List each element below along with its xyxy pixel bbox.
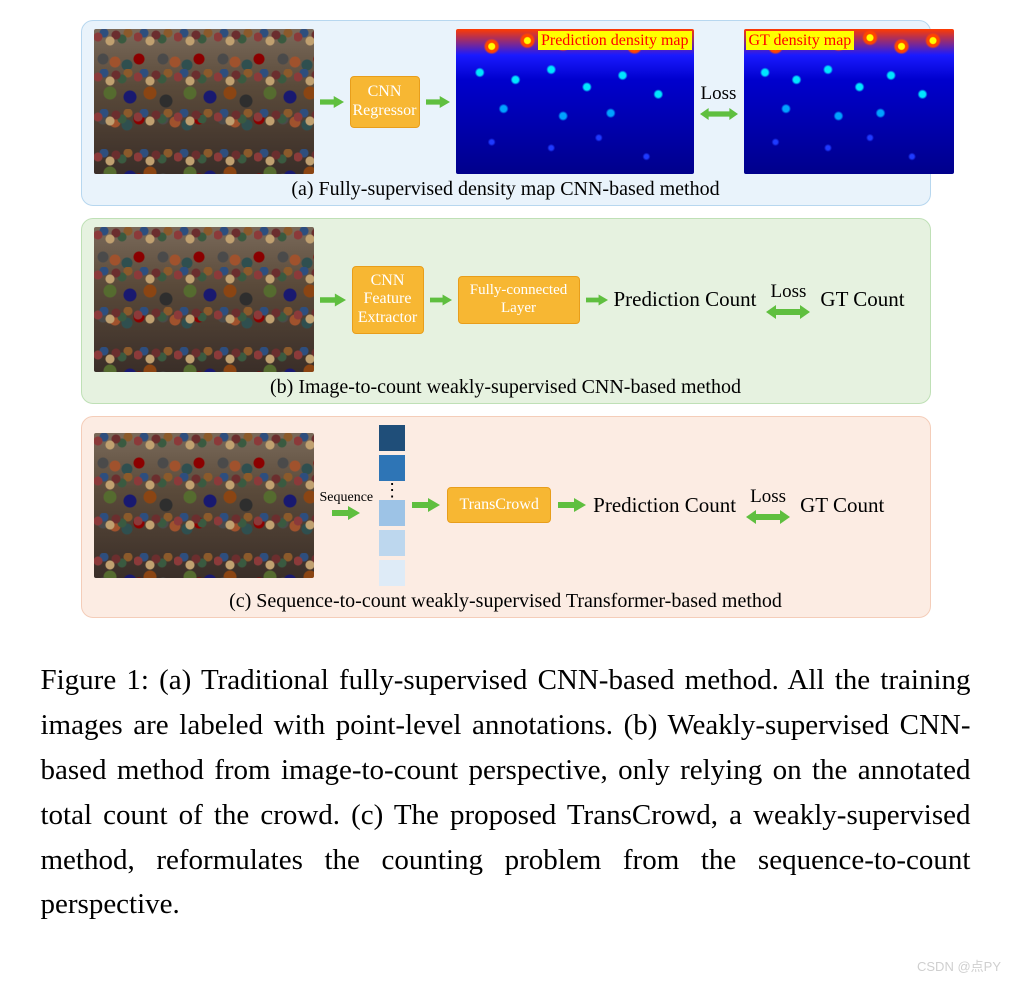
sequence-stack: ⋮ — [379, 425, 405, 586]
gt-count-text: GT Count — [820, 287, 904, 312]
panel-a-caption: (a) Fully-supervised density map CNN-bas… — [94, 178, 918, 201]
loss-label: Loss — [750, 486, 786, 508]
gt-density-map: GT density map — [744, 29, 954, 174]
loss-label: Loss — [770, 281, 806, 303]
panel-c-caption: (c) Sequence-to-count weakly-supervised … — [94, 590, 918, 613]
loss-connector: Loss — [742, 486, 794, 524]
figure-panels: CNNRegressor Prediction density map Loss… — [81, 20, 931, 618]
crowd-image — [94, 227, 314, 372]
cnn-feature-extractor-block: CNNFeatureExtractor — [352, 266, 424, 334]
transcrowd-block: TransCrowd — [447, 487, 551, 523]
loss-connector: Loss — [762, 281, 814, 319]
double-arrow-icon — [742, 510, 794, 524]
panel-b-caption: (b) Image-to-count weakly-supervised CNN… — [94, 376, 918, 399]
crowd-image — [94, 433, 314, 578]
sequence-label: Sequence — [320, 490, 374, 506]
panel-b-row: CNNFeatureExtractor Fully-connectedLayer… — [94, 227, 918, 372]
sequence-cell — [379, 455, 405, 481]
panel-c-row: Sequence ⋮ TransCrowd Prediction Count L… — [94, 425, 918, 586]
cnn-regressor-block: CNNRegressor — [350, 76, 420, 128]
vertical-dots-icon: ⋮ — [383, 485, 401, 496]
prediction-count-text: Prediction Count — [614, 287, 757, 312]
sequence-cell — [379, 560, 405, 586]
loss-label: Loss — [701, 83, 737, 105]
arrow-icon — [586, 293, 608, 307]
sequence-cell — [379, 425, 405, 451]
arrow-icon — [426, 95, 450, 109]
panel-b: CNNFeatureExtractor Fully-connectedLayer… — [81, 218, 931, 404]
fully-connected-layer-block: Fully-connectedLayer — [458, 276, 580, 324]
panel-a: CNNRegressor Prediction density map Loss… — [81, 20, 931, 206]
panel-c: Sequence ⋮ TransCrowd Prediction Count L… — [81, 416, 931, 618]
crowd-image — [94, 29, 314, 174]
arrow-icon — [325, 506, 367, 520]
arrow-icon — [320, 95, 344, 109]
sequence-cell — [379, 530, 405, 556]
prediction-count-text: Prediction Count — [593, 493, 736, 518]
gt-map-label: GT density map — [746, 31, 855, 50]
sequence-cell — [379, 500, 405, 526]
arrow-icon — [430, 293, 452, 307]
loss-connector: Loss — [700, 83, 738, 121]
arrow-icon — [320, 293, 346, 307]
figure-caption: Figure 1: (a) Traditional fully-supervis… — [41, 658, 971, 928]
panel-a-row: CNNRegressor Prediction density map Loss… — [94, 29, 918, 174]
arrow-icon — [411, 498, 441, 512]
arrow-icon — [557, 498, 587, 512]
prediction-map-label: Prediction density map — [538, 31, 692, 50]
sequence-arrow-group: Sequence — [320, 490, 374, 520]
gt-count-text: GT Count — [800, 493, 884, 518]
watermark-text: CSDN @点PY — [917, 956, 1001, 975]
double-arrow-icon — [700, 107, 738, 121]
prediction-density-map: Prediction density map — [456, 29, 694, 174]
double-arrow-icon — [762, 305, 814, 319]
